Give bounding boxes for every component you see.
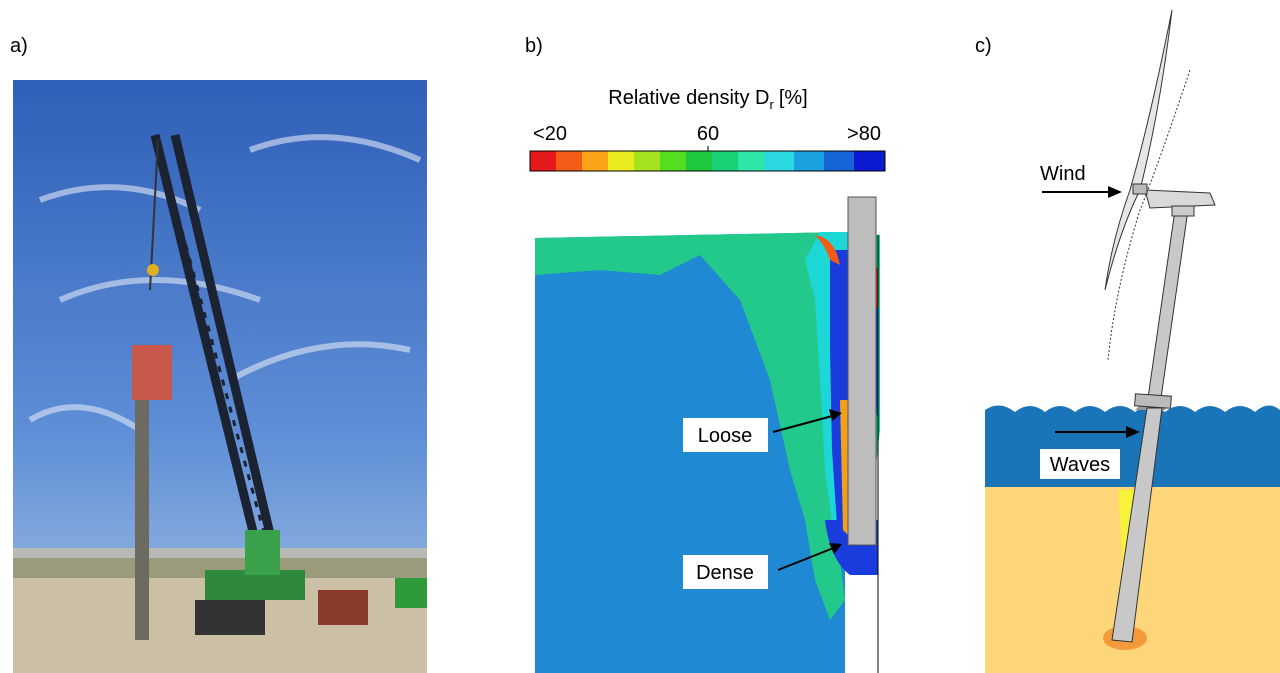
colorbar-title-main: Relative density D bbox=[608, 87, 769, 109]
colorbar-title-unit: [%] bbox=[779, 87, 808, 109]
figure: a) b) Relative density Dr [%] <20 60 >80 bbox=[0, 0, 1280, 673]
colorbar-tick-label: <20 bbox=[533, 123, 567, 145]
annotation: Wind bbox=[1040, 163, 1086, 185]
colorbar-title: Relative density Dr [%] bbox=[608, 87, 807, 112]
photo bbox=[13, 80, 427, 673]
colorbar-tick-label: >80 bbox=[847, 123, 881, 145]
arrow-head bbox=[1108, 186, 1122, 198]
colorbar-tick-label: 60 bbox=[697, 123, 719, 145]
annotation: Waves bbox=[1050, 454, 1110, 476]
panel-label: b) bbox=[525, 35, 543, 57]
turbine-illustration bbox=[985, 10, 1280, 673]
panel-label: c) bbox=[975, 35, 992, 57]
panel-label: a) bbox=[10, 35, 28, 57]
colorbar bbox=[530, 146, 885, 171]
colorbar-title-subscript: r bbox=[769, 97, 774, 112]
annotation: Dense bbox=[696, 562, 754, 584]
annotation: Loose bbox=[698, 425, 753, 447]
